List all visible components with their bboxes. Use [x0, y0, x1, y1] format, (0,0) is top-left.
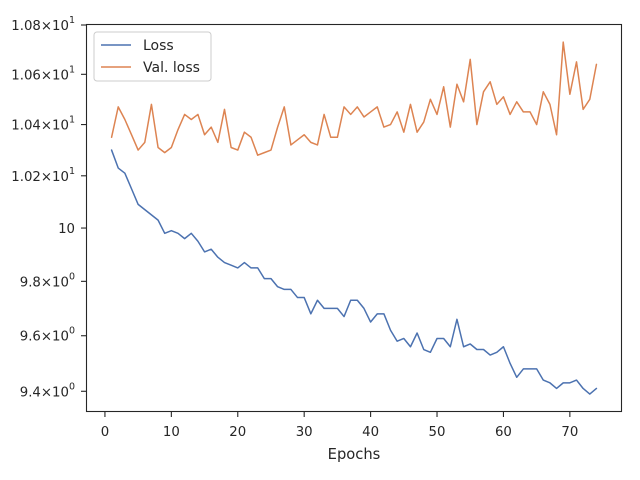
legend-label-loss: Loss	[143, 38, 174, 54]
y-tick-label: 1.08×101	[11, 15, 75, 34]
legend-label-val-loss: Val. loss	[143, 60, 200, 76]
x-tick-label: 30	[296, 425, 313, 440]
x-tick-label: 50	[429, 425, 446, 440]
y-tick-label: 9.6×100	[20, 326, 75, 345]
x-tick-label: 0	[101, 425, 109, 440]
x-tick-label: 40	[362, 425, 379, 440]
series-line-loss	[110, 149, 598, 395]
y-tick-label: 9.8×100	[20, 271, 75, 290]
y-axis-ticks: 9.4×100 9.6×100 9.8×100 10 1.02×101 1.04×101 1…	[11, 15, 87, 400]
y-tick-label: 1.04×101	[11, 115, 75, 134]
y-tick-label: 9.4×100	[20, 381, 75, 400]
x-tick-label: 10	[163, 425, 180, 440]
x-tick-label: 20	[229, 425, 246, 440]
y-tick-label: 1.02×101	[11, 166, 75, 185]
series-lines	[110, 41, 598, 395]
x-tick-label: 70	[561, 425, 578, 440]
x-tick-label: 60	[495, 425, 512, 440]
y-tick-label: 1.06×101	[11, 64, 75, 83]
legend: Loss Val. loss	[93, 31, 212, 82]
y-tick-label: 10	[58, 222, 75, 237]
plot-frame	[85, 23, 623, 413]
series-line-val-loss	[110, 41, 598, 156]
x-axis-label: Epochs	[328, 446, 381, 463]
